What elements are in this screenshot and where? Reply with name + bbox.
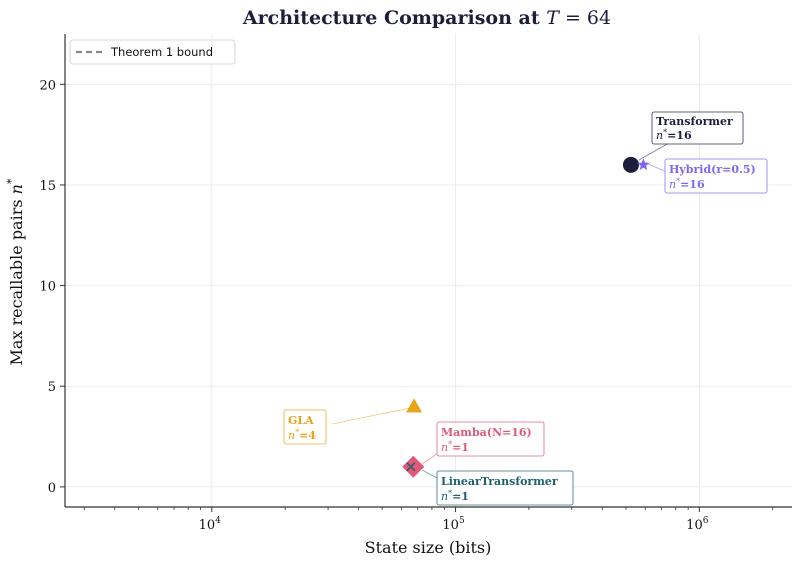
transformer-marker	[622, 156, 639, 173]
transformer-label-value: n*=16	[656, 128, 692, 142]
data-points	[402, 156, 650, 478]
lineartransformer-label-value: n*=1	[441, 489, 469, 503]
legend-label: Theorem 1 bound	[110, 45, 213, 59]
legend-box	[69, 39, 236, 65]
annotation-lineartransformer: LinearTransformer n*=1	[436, 470, 574, 506]
mamba-label-value: n*=1	[441, 440, 469, 454]
grid	[65, 34, 792, 507]
mamba-label-name: Mamba(N=16)	[441, 426, 532, 439]
chart-title: Architecture Comparison at T = 64	[242, 7, 611, 29]
mamba-label-box	[436, 421, 545, 457]
annotation-hybrid: Hybrid(r=0.5) n*=16	[664, 158, 768, 194]
lineartransformer-marker	[406, 462, 416, 472]
gla-label-box	[283, 409, 327, 445]
x-tick-label: 106	[686, 516, 709, 533]
y-tick-label: 10	[39, 280, 56, 295]
transformer-label-name: Transformer	[656, 115, 733, 128]
hybrid-r-0-5-marker	[637, 158, 650, 171]
y-tick-label: 0	[48, 481, 56, 496]
x-tick-label: 104	[199, 516, 222, 533]
lineartransformer-label-name: LinearTransformer	[441, 475, 558, 488]
legend: Theorem 1 bound	[69, 39, 236, 65]
axes	[64, 34, 792, 508]
annotation-mamba: Mamba(N=16) n*=1	[436, 421, 545, 457]
hybrid-label-name: Hybrid(r=0.5)	[669, 163, 756, 176]
gla-label-name: GLA	[288, 414, 314, 427]
hybrid-label-box	[664, 158, 768, 194]
y-tick-label: 20	[39, 78, 56, 93]
y-tick-label: 5	[48, 380, 56, 395]
transformer-connector	[638, 142, 670, 161]
ticks: 0 5 10 15 20 104 105 106	[39, 78, 774, 533]
mamba-n-16-marker	[402, 455, 425, 478]
y-axis-label: Max recallable pairs n*	[5, 178, 26, 366]
gla-marker	[406, 398, 423, 413]
gla-label-value: n*=4	[288, 428, 316, 442]
hybrid-connector	[647, 163, 668, 173]
y-tick-label: 15	[39, 179, 56, 194]
lineartransformer-connector	[421, 469, 440, 480]
annotation-gla: GLA n*=4	[283, 409, 327, 445]
x-tick-label: 105	[442, 516, 465, 533]
gla-connector	[331, 407, 411, 425]
lineartransformer-label-box	[436, 470, 574, 506]
annotation-transformer: Transformer n*=16	[651, 111, 744, 145]
transformer-label-box	[651, 111, 744, 145]
x-axis-label: State size (bits)	[365, 538, 492, 557]
hybrid-label-value: n*=16	[669, 177, 705, 191]
